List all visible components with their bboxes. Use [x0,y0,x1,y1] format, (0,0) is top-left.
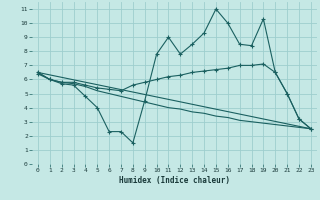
X-axis label: Humidex (Indice chaleur): Humidex (Indice chaleur) [119,176,230,185]
